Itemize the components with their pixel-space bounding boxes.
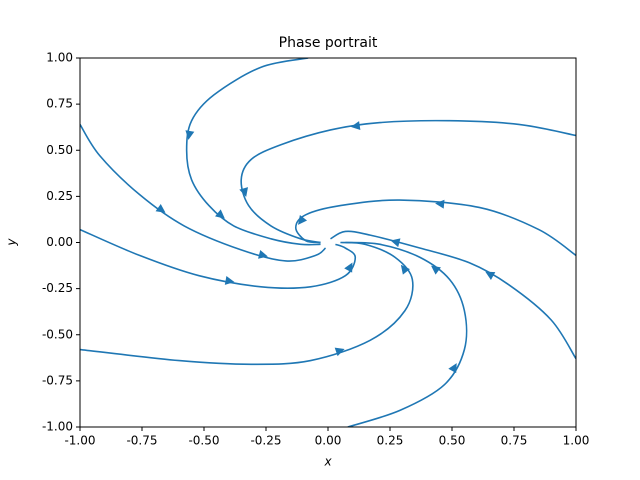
x-tick-label: -0.50 bbox=[188, 434, 219, 448]
y-tick-label: 0.50 bbox=[46, 143, 73, 157]
y-tick-label: -0.75 bbox=[42, 373, 73, 387]
arrow-head bbox=[390, 238, 401, 248]
arrow-head bbox=[435, 199, 445, 209]
streamline bbox=[185, 58, 321, 246]
x-tick-label: 0.25 bbox=[377, 434, 404, 448]
x-tick-label: -0.75 bbox=[126, 434, 157, 448]
x-axis-label: x bbox=[323, 455, 332, 469]
streamline bbox=[80, 123, 327, 262]
arrow-head bbox=[185, 130, 195, 140]
arrow-head bbox=[350, 121, 361, 131]
streamline bbox=[330, 230, 576, 360]
y-tick-label: 0.25 bbox=[46, 189, 73, 203]
streamline bbox=[240, 119, 576, 244]
x-tick-label: 1.00 bbox=[563, 434, 590, 448]
streamline bbox=[345, 241, 468, 427]
x-tick-label: 0.75 bbox=[501, 434, 528, 448]
arrow-head bbox=[297, 214, 308, 225]
y-tick-label: 0.75 bbox=[46, 97, 73, 111]
y-axis-label: y bbox=[5, 238, 19, 247]
y-tick-label: 1.00 bbox=[46, 51, 73, 65]
arrow-head bbox=[344, 262, 353, 273]
y-tick-label: -0.50 bbox=[42, 327, 73, 341]
arrow-head bbox=[485, 271, 496, 280]
arrow-head bbox=[400, 264, 410, 275]
arrow-head bbox=[155, 203, 166, 213]
arrow-head bbox=[224, 276, 235, 285]
streamline bbox=[294, 199, 576, 257]
y-tick-label: -0.25 bbox=[42, 281, 73, 295]
y-tick-label: 0.00 bbox=[46, 235, 73, 249]
x-tick-label: 0.00 bbox=[315, 434, 342, 448]
arrow-head bbox=[239, 187, 248, 198]
x-tick-label: 0.50 bbox=[439, 434, 466, 448]
axes-frame bbox=[79, 57, 577, 428]
plot-area bbox=[80, 58, 576, 427]
arrow-head bbox=[431, 265, 441, 275]
chart-title: Phase portrait bbox=[279, 35, 378, 51]
arrow-head bbox=[215, 209, 225, 219]
x-tick-label: -1.00 bbox=[64, 434, 95, 448]
streamline bbox=[80, 241, 414, 366]
y-tick-label: -1.00 bbox=[42, 420, 73, 434]
arrow-head bbox=[258, 249, 268, 259]
arrow-head bbox=[334, 347, 345, 357]
arrow-head bbox=[448, 363, 457, 374]
x-tick-label: -0.25 bbox=[250, 434, 281, 448]
streamline bbox=[80, 228, 357, 289]
